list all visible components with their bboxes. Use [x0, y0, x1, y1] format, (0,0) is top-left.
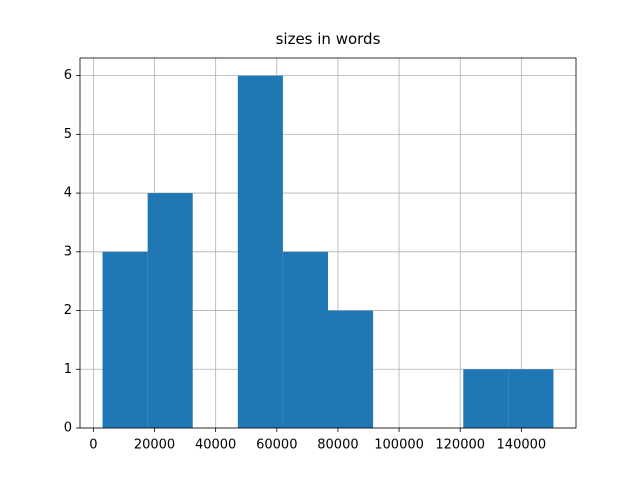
x-tick-label: 60000	[256, 438, 297, 453]
y-tick-label: 6	[64, 68, 72, 83]
y-tick-label: 1	[64, 362, 72, 377]
y-tick-label: 4	[64, 186, 72, 201]
bar	[147, 193, 193, 428]
bar	[328, 310, 374, 428]
axes: 0 20000 40000 60000 80000 100000 120000 140000 0…	[64, 57, 577, 453]
x-tick-label: 100000	[374, 438, 424, 453]
bar	[237, 75, 283, 428]
y-tick-label: 5	[64, 127, 72, 142]
bar	[102, 251, 148, 428]
x-tick-label: 80000	[317, 438, 358, 453]
x-tick-label: 140000	[497, 438, 547, 453]
x-tick-label: 40000	[195, 438, 236, 453]
x-tick-label: 0	[89, 438, 97, 453]
x-tick-label: 120000	[435, 438, 485, 453]
y-tick-label: 0	[64, 421, 72, 436]
y-tick-label: 3	[64, 244, 72, 259]
y-tick-label: 2	[64, 303, 72, 318]
x-tick-label: 20000	[134, 438, 175, 453]
chart-title: sizes in words	[276, 30, 381, 48]
axes-frame	[79, 57, 577, 429]
bar	[508, 369, 554, 428]
bars	[102, 75, 554, 428]
bar	[282, 251, 328, 428]
bar	[463, 369, 509, 428]
